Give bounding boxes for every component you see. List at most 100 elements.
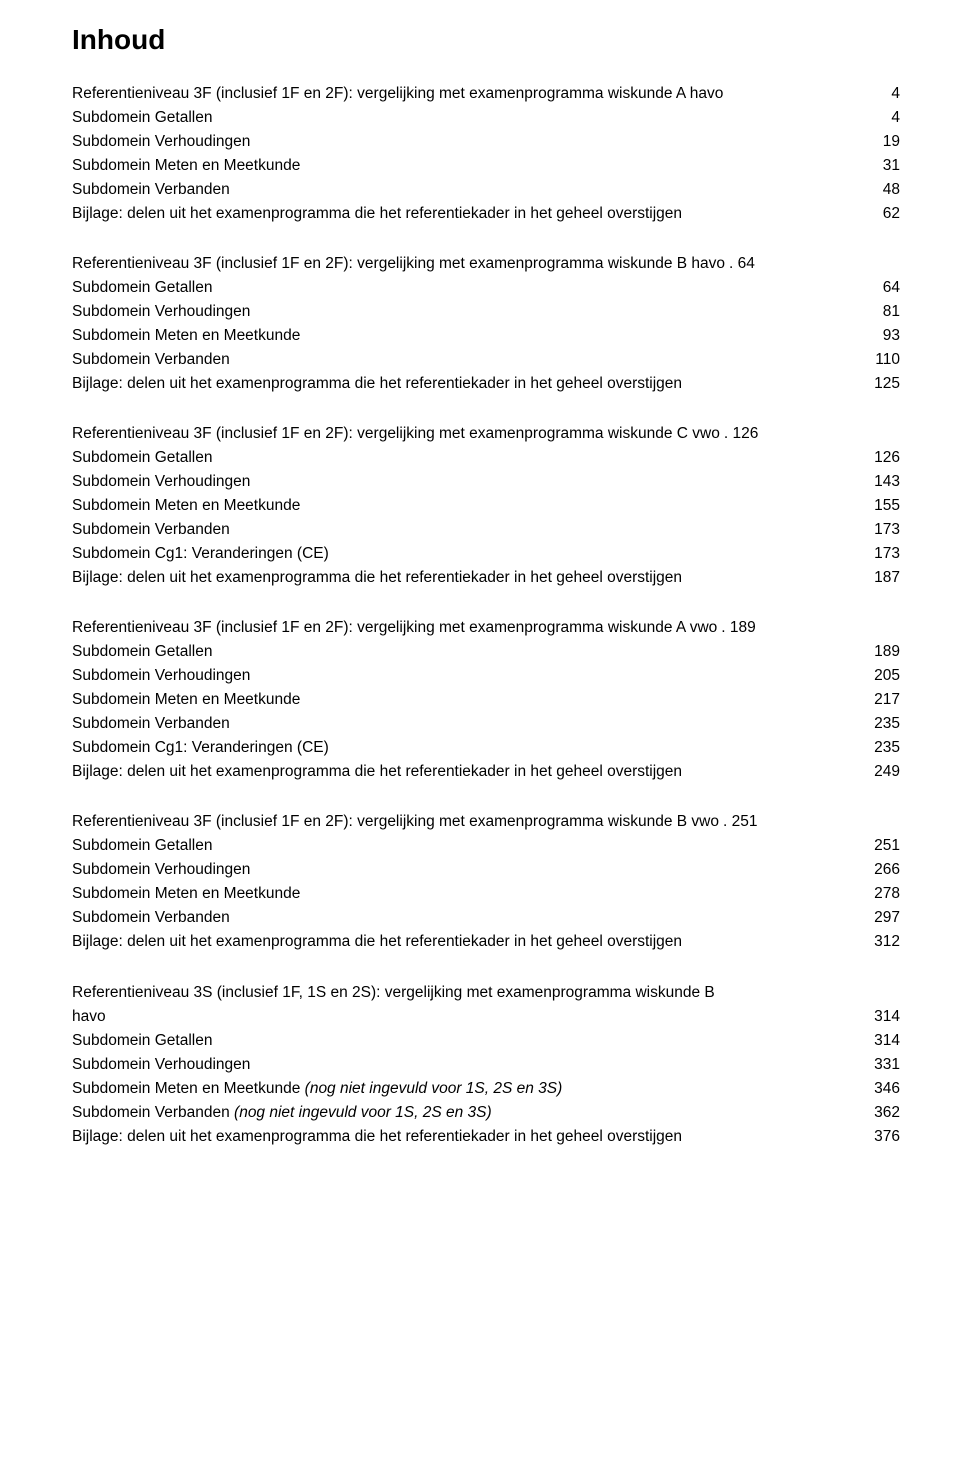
toc-entry[interactable]: Subdomein Meten en Meetkunde 278 [72,882,900,906]
toc-page-number: 173 [870,542,900,566]
toc-entry-label: Subdomein Verbanden [72,906,230,930]
toc-page-number: 62 [879,202,900,226]
toc-section: Referentieniveau 3S (inclusief 1F, 1S en… [72,981,900,1149]
toc-entry[interactable]: Subdomein Verbanden 48 [72,178,900,202]
toc-entry-label: Bijlage: delen uit het examenprogramma d… [72,566,682,590]
toc-page-number: 155 [870,494,900,518]
toc-entry[interactable]: Bijlage: delen uit het examenprogramma d… [72,202,900,226]
toc-section-heading[interactable]: Referentieniveau 3F (inclusief 1F en 2F)… [72,82,900,106]
toc-section: Referentieniveau 3F (inclusief 1F en 2F)… [72,616,900,784]
toc-entry[interactable]: Subdomein Verbanden (nog niet ingevuld v… [72,1101,900,1125]
toc-entry[interactable]: Subdomein Getallen 314 [72,1029,900,1053]
toc-entry-label: Subdomein Getallen [72,276,212,300]
toc-entry-label: Referentieniveau 3F (inclusief 1F en 2F)… [72,616,717,640]
toc-entry-label: Bijlage: delen uit het examenprogramma d… [72,760,682,784]
toc-section-heading[interactable]: Referentieniveau 3S (inclusief 1F, 1S en… [72,981,900,1005]
toc-section-heading[interactable]: Referentieniveau 3F (inclusief 1F en 2F)… [72,422,900,446]
toc-page-number: . 251 [719,810,757,834]
toc-page-number: 376 [870,1125,900,1149]
toc-page-number: 189 [870,640,900,664]
toc-entry[interactable]: Subdomein Meten en Meetkunde 155 [72,494,900,518]
toc-entry-label: Subdomein Cg1: Veranderingen (CE) [72,542,329,566]
toc-entry-label: havo [72,1005,106,1029]
toc-page-number: 362 [870,1101,900,1125]
toc-entry-label: Subdomein Meten en Meetkunde [72,882,300,906]
toc-entry[interactable]: Subdomein Getallen 126 [72,446,900,470]
toc-entry[interactable]: Subdomein Verbanden 173 [72,518,900,542]
toc-entry-label: Bijlage: delen uit het examenprogramma d… [72,202,682,226]
toc-entry[interactable]: Subdomein Verbanden 297 [72,906,900,930]
toc-section: Referentieniveau 3F (inclusief 1F en 2F)… [72,82,900,226]
toc-entry-label: Bijlage: delen uit het examenprogramma d… [72,1125,682,1149]
toc-entry[interactable]: Subdomein Verhoudingen 266 [72,858,900,882]
toc-entry[interactable]: Bijlage: delen uit het examenprogramma d… [72,566,900,590]
toc-section: Referentieniveau 3F (inclusief 1F en 2F)… [72,422,900,590]
toc-entry[interactable]: Bijlage: delen uit het examenprogramma d… [72,372,900,396]
toc-entry-label: Subdomein Meten en Meetkunde [72,154,300,178]
toc-entry-label: Subdomein Verbanden [72,712,230,736]
toc-page-number: 312 [870,930,900,954]
toc-entry[interactable]: Subdomein Verbanden 110 [72,348,900,372]
toc-page-number: 278 [870,882,900,906]
toc-page-number: . 126 [720,422,758,446]
toc-entry-label: Subdomein Getallen [72,446,212,470]
toc-entry[interactable]: Bijlage: delen uit het examenprogramma d… [72,760,900,784]
toc-entry[interactable]: Subdomein Getallen 189 [72,640,900,664]
toc-section: Referentieniveau 3F (inclusief 1F en 2F)… [72,252,900,396]
toc-section-heading[interactable]: havo 314 [72,1005,900,1029]
toc-entry[interactable]: Subdomein Verhoudingen 331 [72,1053,900,1077]
toc-section-heading[interactable]: Referentieniveau 3F (inclusief 1F en 2F)… [72,252,900,276]
toc-entry-label: Subdomein Getallen [72,834,212,858]
toc-entry[interactable]: Bijlage: delen uit het examenprogramma d… [72,930,900,954]
toc-entry-label: Subdomein Verhoudingen [72,300,250,324]
toc-entry-label: Bijlage: delen uit het examenprogramma d… [72,372,682,396]
toc-page-number: 4 [887,82,900,106]
page-title: Inhoud [72,24,900,56]
toc-entry[interactable]: Subdomein Cg1: Veranderingen (CE) 235 [72,736,900,760]
toc-entry[interactable]: Subdomein Getallen 64 [72,276,900,300]
table-of-contents: Referentieniveau 3F (inclusief 1F en 2F)… [72,82,900,1149]
toc-entry[interactable]: Subdomein Meten en Meetkunde 31 [72,154,900,178]
toc-section-heading[interactable]: Referentieniveau 3F (inclusief 1F en 2F)… [72,616,900,640]
toc-entry-label: Subdomein Meten en Meetkunde [72,688,300,712]
toc-entry-label: Subdomein Getallen [72,640,212,664]
toc-entry-label: Subdomein Meten en Meetkunde [72,494,300,518]
toc-page-number: 266 [870,858,900,882]
toc-page-number: 19 [879,130,900,154]
toc-entry-label: Subdomein Verbanden [72,178,230,202]
toc-entry-label: Subdomein Meten en Meetkunde [72,324,300,348]
toc-page-number: 4 [887,106,900,130]
toc-entry-label: Referentieniveau 3F (inclusief 1F en 2F)… [72,422,720,446]
toc-entry-label: Referentieniveau 3F (inclusief 1F en 2F)… [72,252,725,276]
toc-entry-label: Subdomein Verhoudingen [72,130,250,154]
toc-entry[interactable]: Subdomein Getallen 4 [72,106,900,130]
toc-entry[interactable]: Subdomein Cg1: Veranderingen (CE) 173 [72,542,900,566]
toc-entry-label: Subdomein Verhoudingen [72,470,250,494]
toc-entry-label: Subdomein Verhoudingen [72,1053,250,1077]
toc-entry[interactable]: Subdomein Getallen 251 [72,834,900,858]
toc-page-number: 110 [871,348,900,372]
toc-page-number: 217 [870,688,900,712]
toc-page-number: . 64 [725,252,755,276]
toc-entry[interactable]: Subdomein Meten en Meetkunde 93 [72,324,900,348]
toc-entry[interactable]: Subdomein Verhoudingen 205 [72,664,900,688]
toc-entry[interactable]: Subdomein Meten en Meetkunde 217 [72,688,900,712]
toc-page-number: 64 [879,276,900,300]
toc-entry-label: Referentieniveau 3S (inclusief 1F, 1S en… [72,981,715,1005]
toc-page-number: 81 [879,300,900,324]
toc-entry[interactable]: Bijlage: delen uit het examenprogramma d… [72,1125,900,1149]
toc-entry-label: Subdomein Verhoudingen [72,664,250,688]
toc-entry-label: Subdomein Getallen [72,106,212,130]
toc-entry[interactable]: Subdomein Verbanden 235 [72,712,900,736]
toc-entry[interactable]: Subdomein Verhoudingen 143 [72,470,900,494]
toc-entry[interactable]: Subdomein Verhoudingen 19 [72,130,900,154]
toc-page-number: 235 [870,712,900,736]
toc-page-number: 314 [870,1029,900,1053]
toc-page-number: 249 [870,760,900,784]
toc-page-number: . 189 [717,616,755,640]
toc-entry[interactable]: Subdomein Meten en Meetkunde (nog niet i… [72,1077,900,1101]
toc-entry-label: Referentieniveau 3F (inclusief 1F en 2F)… [72,810,719,834]
toc-entry[interactable]: Subdomein Verhoudingen 81 [72,300,900,324]
toc-page-number: 346 [870,1077,900,1101]
toc-section-heading[interactable]: Referentieniveau 3F (inclusief 1F en 2F)… [72,810,900,834]
